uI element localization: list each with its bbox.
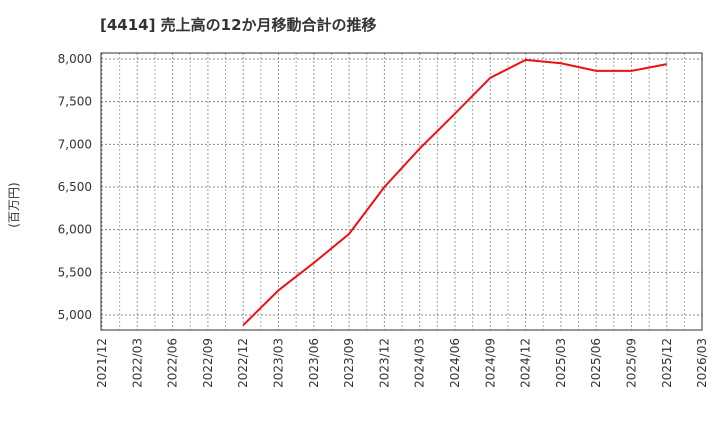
x-tick-label: 2025/09 [625,338,639,388]
x-tick-label: 2025/12 [660,338,674,388]
x-tick-label: 2024/09 [483,338,497,388]
y-axis-label: (百万円) [7,182,21,227]
x-tick-label: 2022/12 [236,338,250,388]
x-tick-label: 2023/06 [307,338,321,388]
y-tick-label: 6,500 [58,180,92,194]
x-tick-label: 2024/12 [519,338,533,388]
y-tick-label: 5,000 [58,308,92,322]
x-tick-label: 2025/06 [589,338,603,388]
y-tick-label: 5,500 [58,265,92,279]
grid-lines [101,53,703,330]
x-tick-label: 2022/06 [166,338,180,388]
x-tick-label: 2026/03 [695,338,709,388]
x-tick-label: 2024/03 [413,338,427,388]
x-axis: 2021/12 2022/03 2022/06 2022/09 2022/12 2023/… [95,338,709,388]
x-tick-label: 2023/09 [342,338,356,388]
x-tick-label: 2025/03 [554,338,568,388]
x-tick-label: 2021/12 [95,338,109,388]
y-tick-label: 6,000 [58,223,92,237]
y-tick-label: 8,000 [58,52,92,66]
x-tick-label: 2023/12 [377,338,391,388]
plot-area-frame [100,52,703,331]
chart-title: [4414] 売上高の12か月移動合計の推移 [100,16,377,34]
x-tick-label: 2022/03 [130,338,144,388]
y-tick-label: 7,000 [58,137,92,151]
x-tick-label: 2023/03 [272,338,286,388]
x-tick-label: 2024/06 [448,338,462,388]
x-tick-label: 2022/09 [201,338,215,388]
y-axis: 5,000 5,500 6,000 6,500 7,000 7,500 8,000 [58,52,92,322]
y-tick-label: 7,500 [58,95,92,109]
data-line [242,58,667,326]
